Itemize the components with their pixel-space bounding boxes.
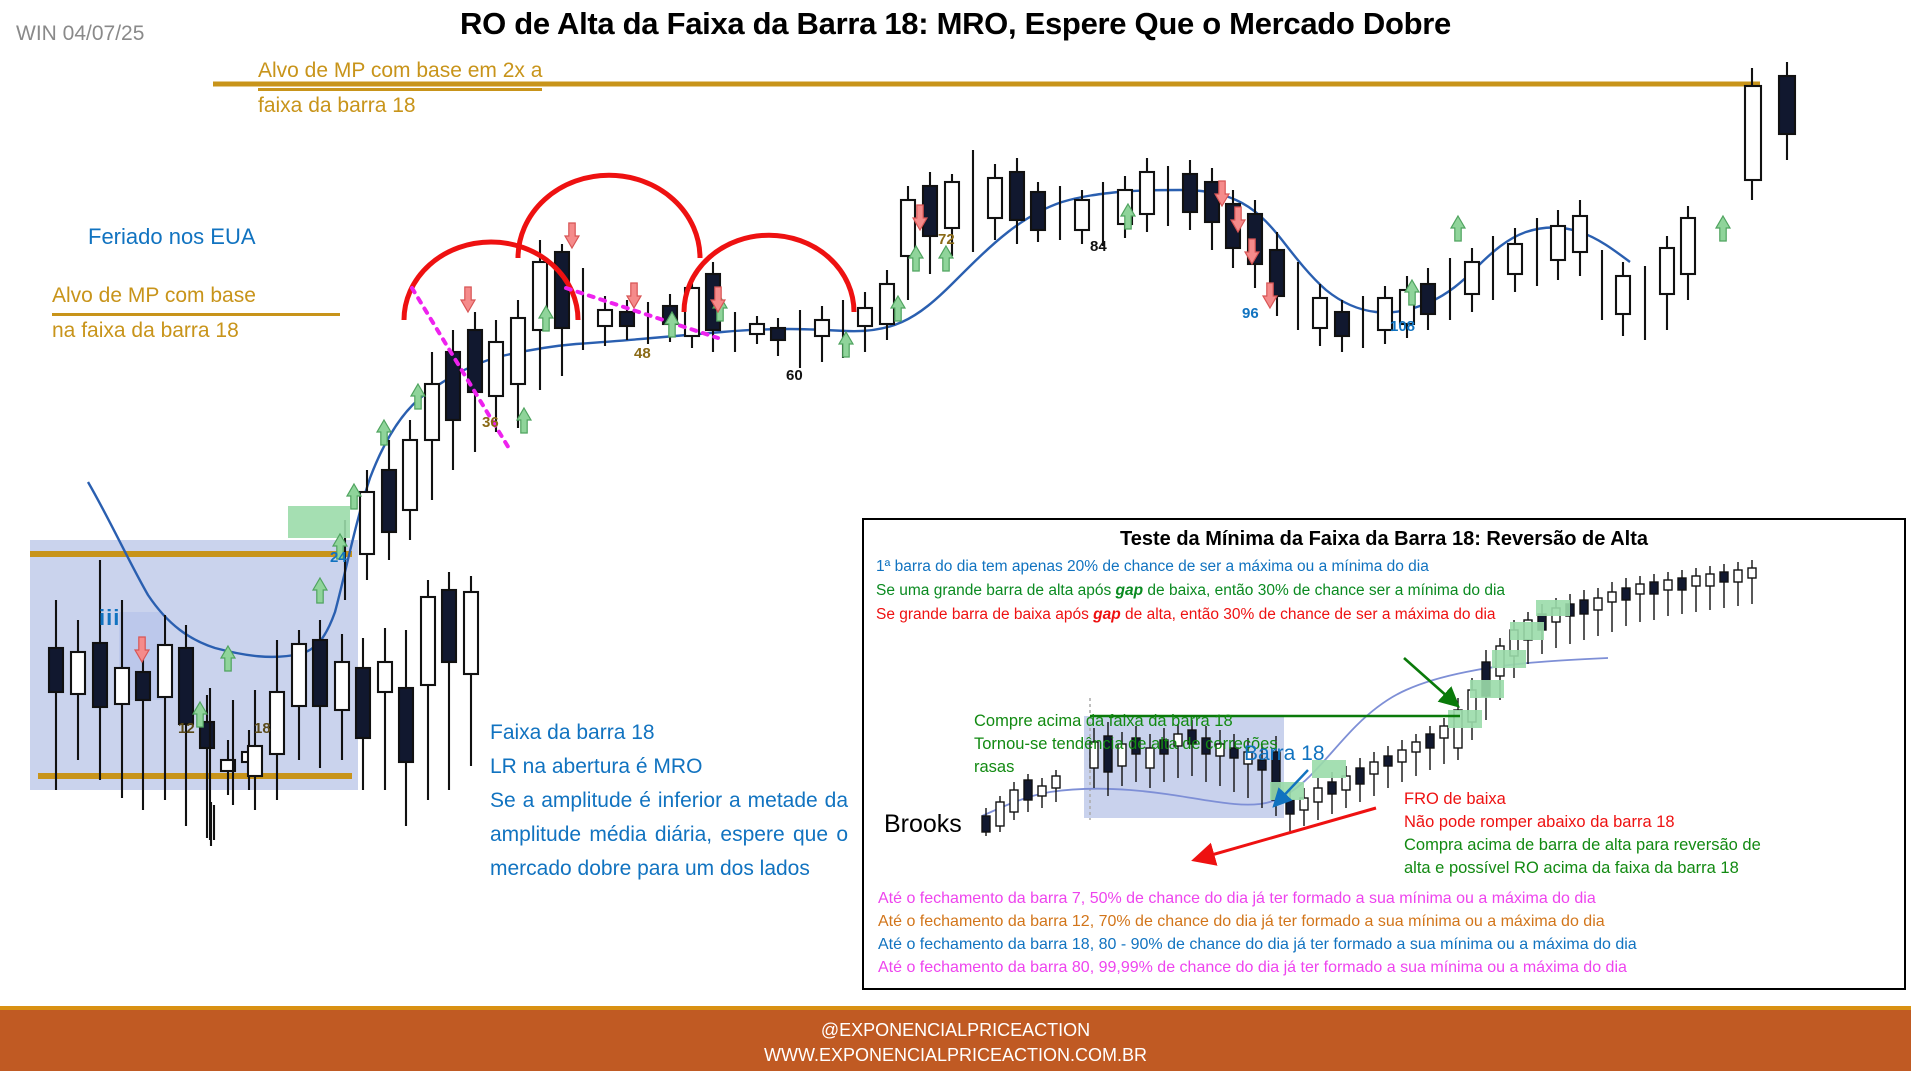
footer-website: WWW.EXPONENCIALPRICEACTION.COM.BR <box>763 1045 1148 1065</box>
inset-title: Teste da Mínima da Faixa da Barra 18: Re… <box>1120 528 1648 550</box>
svg-text:18: 18 <box>254 720 271 737</box>
inset-green-note-5: alta e possível RO acima da faixa da bar… <box>1404 859 1739 877</box>
inset-probability-line-2: Até o fechamento da barra 12, 70% de cha… <box>878 913 1605 930</box>
inset-stat-line-1: 1ª barra do dia tem apenas 20% de chance… <box>876 558 1429 576</box>
iii-label: iii <box>99 605 121 630</box>
inset-price-chart <box>981 560 1757 866</box>
inset-barra18-label: Barra 18 <box>1244 742 1325 765</box>
mp-target-1x-line2: na faixa da barra 18 <box>52 319 239 342</box>
entry-highlight-box <box>288 506 350 538</box>
inset-stat-1-text: 1ª barra do dia tem apenas 20% de chance… <box>876 558 1429 575</box>
mp-target-2x-line2: faixa da barra 18 <box>258 94 416 117</box>
inset-green-note-group: Compre acima da faixa da barra 18 Tornou… <box>974 710 1278 779</box>
left-explanation-paragraph: Faixa da barra 18 LR na abertura é MRO S… <box>490 716 848 886</box>
inset-entry-highlights <box>1270 600 1570 800</box>
ema-line <box>86 188 1631 659</box>
main-price-chart: 12 18 24 36 48 60 72 84 96 108 <box>30 62 1797 846</box>
left-para-line2: LR na abertura é MRO <box>490 755 703 778</box>
inset-stat-line-2: Se uma grande barra de alta após gap de … <box>876 582 1505 600</box>
mp-target-1x-line1: Alvo de MP com base <box>52 281 340 316</box>
inset-probability-line-4: Até o fechamento da barra 80, 99,99% de … <box>878 959 1627 976</box>
inset-green-note-4: Compra acima de barra de alta para rever… <box>1404 836 1761 854</box>
magenta-trendlines <box>410 286 720 452</box>
inset-red-note-1: FRO de baixa <box>1404 790 1506 808</box>
inset-stat-2-em: gap <box>1115 582 1144 599</box>
inset-green-note-1: Compre acima da faixa da barra 18 <box>974 712 1233 730</box>
page-title: RO de Alta da Faixa da Barra 18: MRO, Es… <box>460 6 1451 41</box>
inset-probability-line-3: Até o fechamento da barra 18, 80 - 90% d… <box>878 936 1637 953</box>
inset-stat-3-em: gap <box>1093 606 1121 623</box>
red-arc-markers <box>401 172 857 321</box>
svg-text:24: 24 <box>330 549 347 566</box>
holiday-annotation: Feriado nos EUA <box>88 224 256 249</box>
inset-stat-2-a: Se uma grande barra de alta após <box>876 582 1116 599</box>
svg-text:96: 96 <box>1242 305 1259 322</box>
inset-red-note-group: FRO de baixa Não pode romper abaixo da b… <box>1404 788 1675 834</box>
inset-fro-arrow <box>1191 806 1377 866</box>
inset-stat-3-a: Se grande barra de baixa após <box>876 606 1094 623</box>
svg-text:84: 84 <box>1090 238 1107 255</box>
mp-target-2x-line1: Alvo de MP com base em 2x a <box>258 56 543 91</box>
left-para-line1: Faixa da barra 18 <box>490 721 655 744</box>
svg-text:48: 48 <box>634 345 651 362</box>
svg-text:108: 108 <box>1390 318 1415 335</box>
svg-text:36: 36 <box>482 414 499 431</box>
inset-green-note-group-2: Compra acima de barra de alta para rever… <box>1404 834 1761 880</box>
mp-target-1x-annotation: Alvo de MP com base na faixa da barra 18 <box>52 281 392 346</box>
inset-probability-line-1: Até o fechamento da barra 7, 50% de chan… <box>878 890 1596 907</box>
inset-green-note-3: rasas <box>974 758 1015 776</box>
inset-barra18-arrow <box>1272 769 1309 808</box>
inset-panel: Teste da Mínima da Faixa da Barra 18: Re… <box>862 518 1906 990</box>
svg-text:72: 72 <box>938 231 955 248</box>
inset-green-note-2: Tornou-se tendência de alta de correções <box>974 735 1278 753</box>
bar-number-labels: 12 18 24 36 48 60 72 84 96 108 <box>178 231 1415 737</box>
inset-green-breakout-arrow <box>1403 657 1460 708</box>
inset-range-highlight <box>1084 716 1284 818</box>
inset-stat-3-b: de alta, então 30% de chance de ser a má… <box>1120 606 1496 623</box>
inset-stat-2-b: de baixa, então 30% de chance ser a míni… <box>1143 582 1506 599</box>
inset-red-note-2: Não pode romper abaixo da barra 18 <box>1404 813 1675 831</box>
footer-bar: @EXPONENCIALPRICEACTION WWW.EXPONENCIALP… <box>0 1006 1911 1071</box>
candle-series <box>47 62 1797 846</box>
mp-target-2x-annotation: Alvo de MP com base em 2x a faixa da bar… <box>258 56 658 121</box>
inset-stat-line-3: Se grande barra de baixa após gap de alt… <box>876 606 1496 624</box>
brooks-credit: Brooks <box>884 810 962 838</box>
left-para-line3: Se a amplitude é inferior a metade da am… <box>490 789 848 880</box>
svg-text:12: 12 <box>178 720 195 737</box>
ticker-label: WIN 04/07/25 <box>16 22 145 45</box>
footer-handle: @EXPONENCIALPRICEACTION <box>820 1020 1091 1040</box>
svg-text:60: 60 <box>786 367 803 384</box>
